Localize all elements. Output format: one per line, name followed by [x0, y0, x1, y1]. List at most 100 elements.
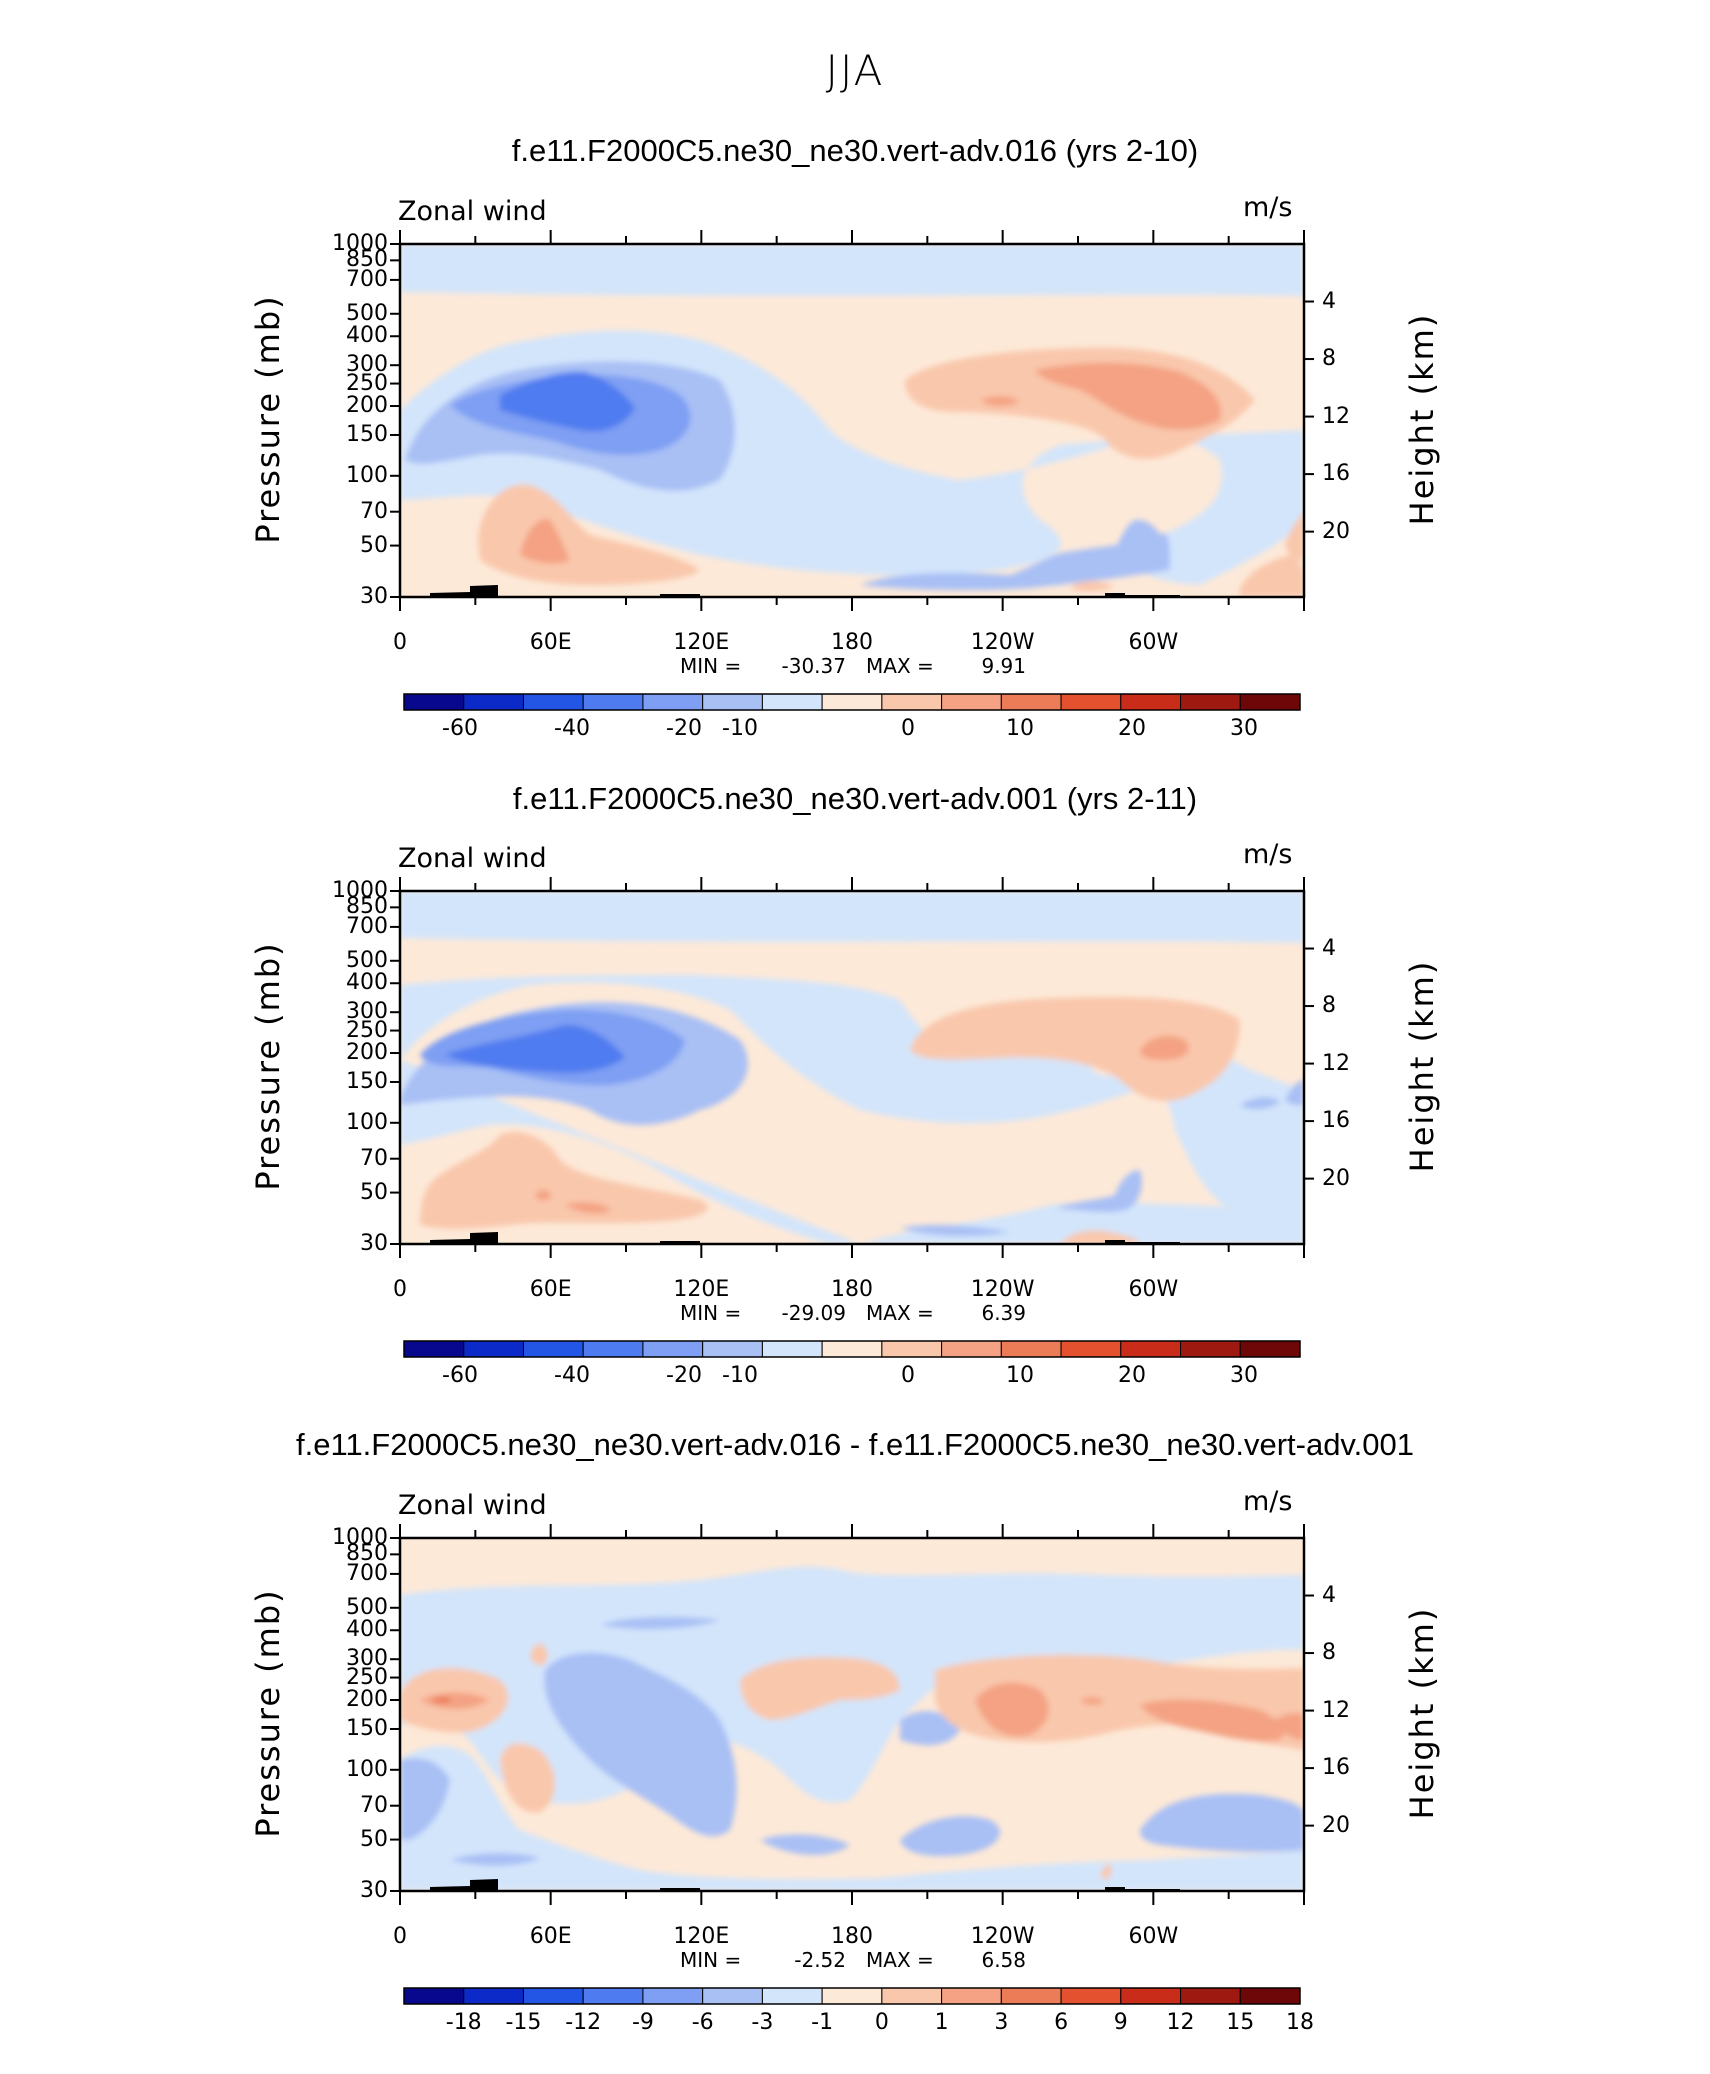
panel-3-xtick-label: 120E — [673, 1924, 730, 1949]
panel-3-colorbar-bin — [941, 1987, 1002, 2005]
panel-2-colorbar-label: 0 — [901, 1363, 915, 1388]
panel-2-min-label: MIN = — [680, 1301, 742, 1325]
panel-3-ztick-label: 8 — [1322, 1640, 1336, 1666]
panel-1-ylabel-right: Height (km) — [1403, 312, 1441, 526]
panel-2-colorbar-bin — [1060, 1340, 1122, 1358]
panel-1-colorbar-label: 0 — [901, 716, 915, 741]
panel-3-colorbar-label: 1 — [934, 2010, 949, 2035]
panel-3-field — [400, 1538, 1304, 1891]
panel-1-min-value: -30.37 — [781, 654, 846, 678]
panel-2-ztick-label: 12 — [1322, 1050, 1350, 1076]
panel-2-colorbar-bin — [881, 1340, 943, 1358]
panel-2-ztick-label: 4 — [1322, 935, 1336, 961]
panel-2-xtick-label: 180 — [831, 1277, 873, 1302]
panel-3-colorbar-bin — [642, 1987, 704, 2005]
panel-1-colorbar-label: 30 — [1230, 716, 1258, 741]
panel-1-colorbar-bin — [1120, 693, 1182, 711]
panel-3-max-value: 6.58 — [981, 1948, 1026, 1972]
panel-2-ztick-label: 16 — [1322, 1108, 1350, 1134]
panel-1-colorbar-bin — [522, 693, 584, 711]
panel-3-colorbar-bin — [1120, 1987, 1182, 2005]
panel-3-field-label: Zonal wind — [398, 1490, 547, 1521]
panel-2-colorbar-label: -10 — [722, 1363, 758, 1388]
panel-1-ytick-label: 400 — [346, 323, 388, 349]
panel-2-ytick-label: 300 — [346, 999, 388, 1025]
panel-3-colorbar-label: -9 — [631, 2010, 654, 2035]
panel-1-ytick-label: 150 — [346, 421, 388, 447]
panel-3-xtick-label: 60W — [1128, 1924, 1179, 1949]
panel-1-ytick-label: 700 — [346, 266, 388, 292]
panel-1-colorbar-bin — [1000, 693, 1062, 711]
panel-3-ytick-label: 1000 — [332, 1525, 388, 1550]
panel-1-ytick-label: 30 — [360, 584, 388, 609]
panel-2-ylabel-left: Pressure (mb) — [249, 941, 287, 1191]
panel-2-colorbar-label: -60 — [442, 1363, 478, 1388]
panel-2-units-label: m/s — [1243, 839, 1293, 870]
panel-2-xtick-label: 120E — [673, 1277, 730, 1302]
panel-3-colorbar-label: -18 — [445, 2010, 482, 2035]
panel-1-ztick-label: 20 — [1322, 518, 1350, 544]
panel-2-colorbar-frame — [403, 1340, 1301, 1358]
panel-2-xtick-label: 120W — [970, 1277, 1035, 1302]
panel-3-units-label: m/s — [1243, 1486, 1293, 1517]
panel-3-xtick-label: 60E — [529, 1924, 572, 1949]
panel-3-colorbar-label: 0 — [874, 2010, 889, 2035]
panel-2-min-value: -29.09 — [781, 1301, 846, 1325]
panel-3-colorbar-frame — [403, 1987, 1301, 2005]
panel-2-colorbar-bin — [403, 1340, 465, 1358]
panel-1-colorbar-bin — [463, 693, 524, 711]
panel-2-max-value: 6.39 — [981, 1301, 1026, 1325]
panel-1-colorbar-label: 20 — [1118, 716, 1146, 741]
panel-3-ytick-label: 500 — [346, 1594, 388, 1620]
panel-2-field-label: Zonal wind — [398, 843, 547, 874]
panel-3-ytick-label: 250 — [346, 1664, 388, 1690]
panel-1-ytick-label: 250 — [346, 370, 388, 396]
panel-3-ylabel-left: Pressure (mb) — [249, 1588, 287, 1838]
panel-1-ylabel-left: Pressure (mb) — [249, 294, 287, 544]
panel-1-colorbar-bin — [1239, 693, 1301, 711]
panel-2-xtick-label: 60W — [1128, 1277, 1179, 1302]
panel-1-min-label: MIN = — [680, 654, 742, 678]
panel-1-xtick-label: 60E — [529, 630, 572, 655]
panel-3-colorbar-label: 3 — [994, 2010, 1009, 2035]
panel-2-ytick-label: 70 — [360, 1145, 388, 1171]
panel-2-ytick-label: 150 — [346, 1068, 388, 1094]
panel-2-colorbar-bin — [1239, 1340, 1301, 1358]
panel-3-title: f.e11.F2000C5.ne30_ne30.vert-adv.016 - f… — [296, 1427, 1414, 1462]
panel-1-max-value: 9.91 — [981, 654, 1026, 678]
panel-3-ytick-label: 200 — [346, 1687, 388, 1713]
panel-2-ytick-label: 850 — [346, 894, 388, 920]
panel-3-xtick-label: 120W — [970, 1924, 1035, 1949]
panel-2-colorbar-label: 10 — [1006, 1363, 1034, 1388]
panel-1-ztick-label: 4 — [1322, 288, 1336, 314]
panel-3-ytick-label: 300 — [346, 1646, 388, 1672]
panel-1-xtick-label: 180 — [831, 630, 873, 655]
panel-1-colorbar-label: -40 — [554, 716, 590, 741]
panel-3-colorbar-label: -3 — [751, 2010, 774, 2035]
panel-3-ztick-label: 16 — [1322, 1755, 1350, 1781]
panel-1-xtick-label: 120W — [970, 630, 1035, 655]
panel-3-ytick-label: 700 — [346, 1560, 388, 1586]
panel-2-colorbar-bin — [702, 1340, 763, 1358]
panel-1-ytick-label: 50 — [360, 532, 388, 558]
panel-2-colorbar-bin — [1000, 1340, 1062, 1358]
panel-3-colorbar-bin — [463, 1987, 524, 2005]
panel-1-colorbar-bin — [941, 693, 1002, 711]
panel-3-colorbar-label: 12 — [1166, 2010, 1195, 2035]
panel-3-colorbar-bin — [821, 1987, 883, 2005]
panel-1-colorbar-bin — [403, 693, 465, 711]
panel-2-colorbar-bin — [1180, 1340, 1241, 1358]
panel-1-colorbar-label: -20 — [666, 716, 702, 741]
panel-2-colorbar-bin — [821, 1340, 883, 1358]
panel-1-xtick-label: 0 — [393, 630, 407, 655]
panel-3-colorbar-bin — [881, 1987, 943, 2005]
panel-3-ytick-label: 850 — [346, 1541, 388, 1567]
panel-1-colorbar-label: -60 — [442, 716, 478, 741]
panel-3-colorbar-bin — [702, 1987, 763, 2005]
panel-1-ytick-label: 850 — [346, 247, 388, 273]
panel-3-colorbar-bin — [403, 1987, 465, 2005]
season-title: JJA — [825, 46, 885, 95]
panel-1-colorbar-label: 10 — [1006, 716, 1034, 741]
panel-2-ytick-label: 400 — [346, 970, 388, 996]
